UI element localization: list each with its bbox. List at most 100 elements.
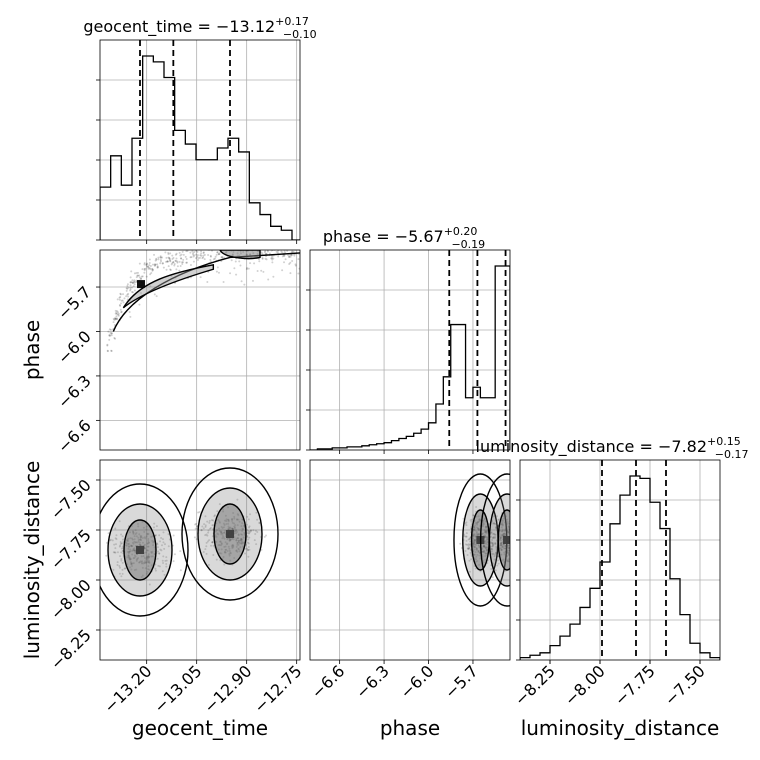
sample-point bbox=[477, 533, 480, 536]
grid bbox=[100, 250, 300, 450]
sample-point bbox=[476, 536, 479, 539]
sample-point bbox=[247, 526, 250, 529]
sample-point bbox=[510, 549, 512, 551]
x-tick-label: −6.3 bbox=[352, 661, 393, 702]
sample-point bbox=[179, 550, 182, 553]
sample-point bbox=[477, 539, 480, 542]
sample-point bbox=[228, 247, 230, 249]
sample-point bbox=[136, 557, 139, 560]
sample-point bbox=[129, 281, 132, 284]
sample-point bbox=[189, 263, 192, 266]
sample-point bbox=[508, 532, 510, 535]
sample-point bbox=[507, 558, 510, 561]
sample-point bbox=[511, 523, 513, 525]
sample-point bbox=[228, 547, 231, 550]
sample-point bbox=[484, 530, 487, 533]
sample-point bbox=[228, 530, 231, 533]
sample-point bbox=[221, 537, 224, 540]
sample-point bbox=[477, 527, 480, 530]
sample-point bbox=[231, 521, 234, 524]
sample-point bbox=[197, 511, 200, 514]
sample-point bbox=[178, 260, 181, 263]
sample-point bbox=[179, 257, 182, 260]
sample-point bbox=[501, 528, 504, 531]
sample-point bbox=[249, 513, 252, 516]
sample-point bbox=[191, 250, 194, 253]
sample-point bbox=[514, 553, 516, 555]
sample-point bbox=[482, 543, 485, 546]
sample-point bbox=[214, 255, 217, 258]
sample-point bbox=[116, 551, 119, 554]
sample-point bbox=[209, 254, 212, 257]
sample-point bbox=[485, 525, 488, 528]
sample-point bbox=[147, 561, 150, 564]
sample-point bbox=[484, 531, 487, 534]
sample-point bbox=[199, 254, 202, 257]
sample-point bbox=[499, 538, 502, 541]
sample-point bbox=[116, 318, 119, 321]
sample-point bbox=[233, 517, 236, 520]
sample-point bbox=[227, 519, 230, 522]
sample-point bbox=[498, 518, 501, 521]
sample-point bbox=[160, 549, 163, 552]
panel-phase-hist: phase = −5.67+0.20 −0.19 bbox=[306, 225, 511, 454]
sample-point bbox=[213, 515, 216, 518]
sample-point bbox=[136, 548, 139, 551]
sample-point bbox=[228, 537, 231, 540]
axes-frame bbox=[309, 249, 511, 451]
sample-point bbox=[484, 531, 487, 534]
sample-point bbox=[493, 537, 496, 540]
sample-point bbox=[226, 538, 229, 541]
sample-point bbox=[148, 264, 151, 267]
sample-point bbox=[506, 560, 509, 563]
sample-point bbox=[237, 541, 240, 544]
sample-point bbox=[141, 560, 144, 563]
sample-point bbox=[241, 518, 244, 521]
sample-point bbox=[107, 532, 110, 535]
sample-point bbox=[494, 543, 497, 546]
sample-point bbox=[128, 542, 131, 545]
sample-point bbox=[508, 527, 510, 530]
sample-point bbox=[128, 557, 131, 560]
sample-point bbox=[113, 324, 116, 327]
sample-point bbox=[237, 533, 240, 536]
sample-point bbox=[234, 530, 237, 533]
sample-point bbox=[234, 245, 236, 247]
sample-point bbox=[151, 269, 154, 272]
sample-point bbox=[146, 558, 149, 561]
sample-point bbox=[235, 273, 238, 276]
sample-point bbox=[194, 248, 196, 250]
sample-point bbox=[516, 533, 518, 535]
sample-point bbox=[171, 262, 174, 265]
sample-point bbox=[214, 530, 217, 533]
sample-point bbox=[183, 248, 185, 250]
sample-point bbox=[131, 549, 134, 552]
sample-point bbox=[223, 551, 226, 554]
sample-point bbox=[113, 551, 116, 554]
sample-point bbox=[133, 554, 136, 557]
sample-point bbox=[137, 279, 140, 282]
sample-point bbox=[503, 532, 506, 535]
sample-point bbox=[507, 540, 510, 543]
sample-point bbox=[503, 534, 506, 537]
sample-point bbox=[477, 521, 480, 524]
sample-point bbox=[496, 559, 499, 562]
sample-point bbox=[503, 536, 506, 539]
sample-point bbox=[220, 256, 223, 259]
sample-point bbox=[137, 550, 140, 553]
sample-point bbox=[503, 541, 506, 544]
sample-point bbox=[247, 538, 250, 541]
sample-point bbox=[235, 529, 238, 532]
sample-point bbox=[118, 303, 121, 306]
sample-point bbox=[166, 260, 169, 263]
sample-point bbox=[206, 540, 209, 543]
sample-point bbox=[143, 561, 146, 564]
sample-point bbox=[484, 525, 487, 528]
sample-point bbox=[106, 343, 109, 346]
sample-point bbox=[176, 260, 179, 263]
sample-point bbox=[506, 520, 509, 523]
histogram-steps bbox=[310, 265, 510, 450]
sample-point bbox=[218, 529, 221, 532]
sample-point bbox=[248, 525, 251, 528]
sample-point bbox=[120, 302, 123, 305]
